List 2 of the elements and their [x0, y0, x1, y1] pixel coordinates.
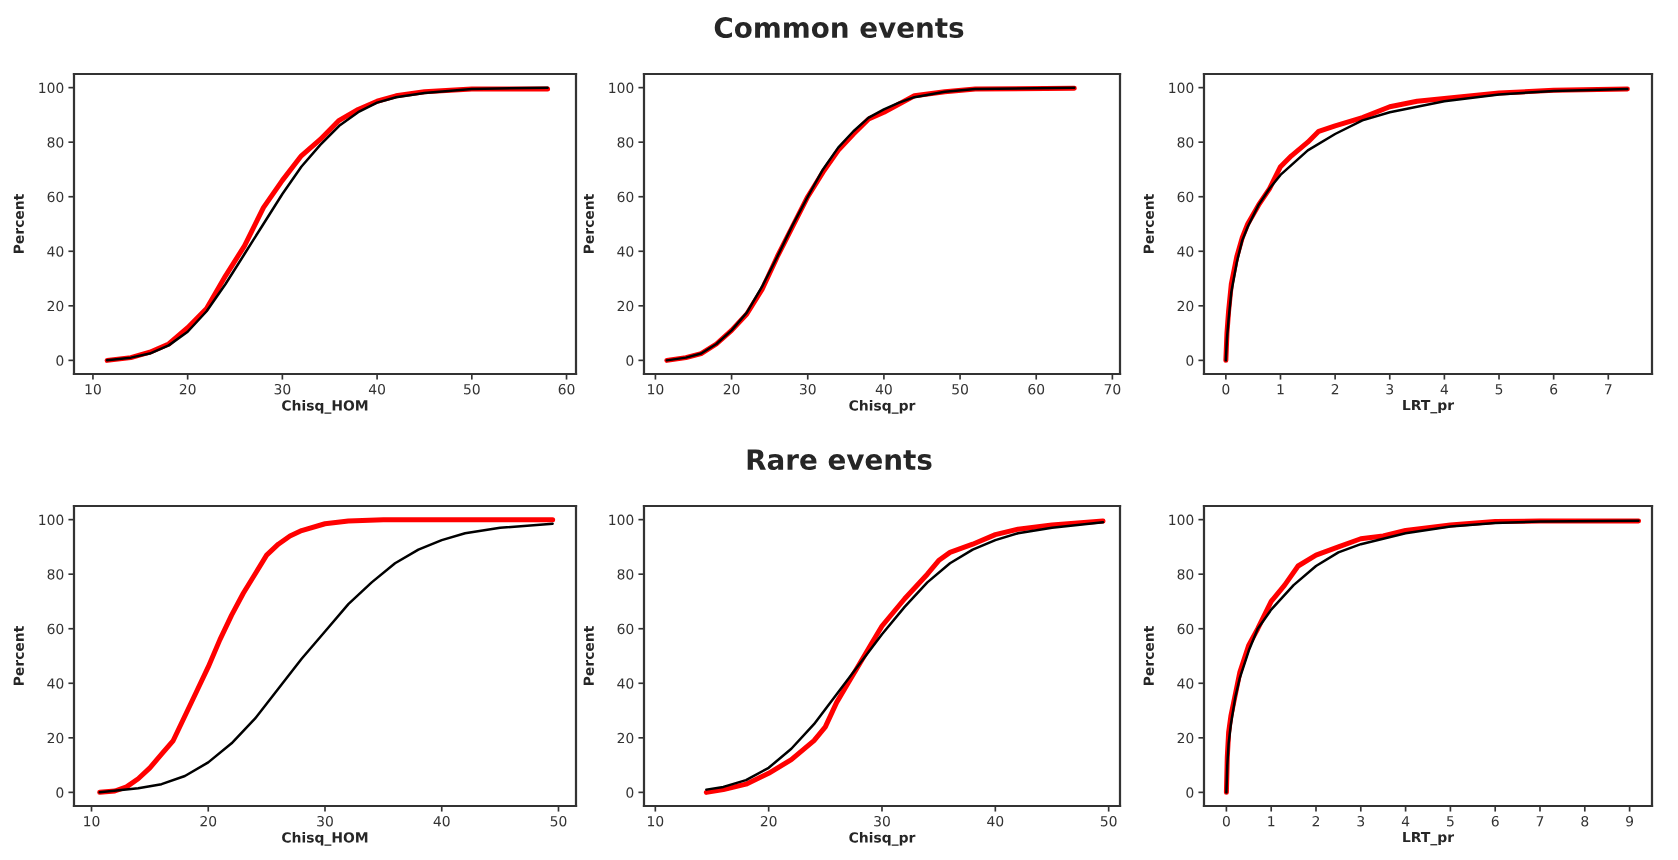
chart-title: Common events [714, 17, 964, 39]
chart-title: Rare events [747, 449, 932, 471]
